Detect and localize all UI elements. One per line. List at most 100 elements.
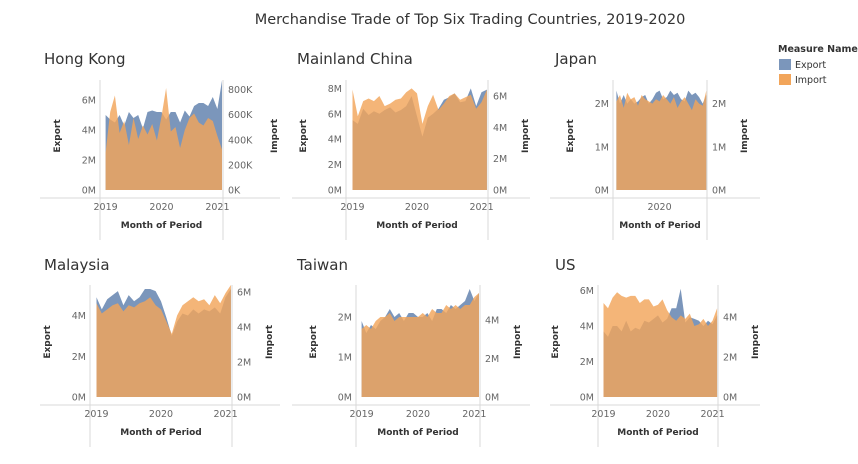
y-right-tick-label: 0M [493,186,507,197]
y-right-tick-label: 2M [712,99,726,110]
y-left-tick-label: 4M [580,322,594,333]
y-axis-right-label: Import [751,324,761,359]
y-axis-left-label: Export [299,119,309,153]
x-tick-label: 2019 [591,409,615,420]
y-left-tick-label: 6M [580,286,594,297]
x-tick-label: 2019 [93,202,117,213]
area-import-series[interactable] [352,88,487,190]
panel-title: US [555,256,576,274]
x-tick-label: 2020 [406,409,430,420]
y-axis-left-label: Export [53,119,63,153]
y-left-tick-label: 0M [580,393,594,404]
y-left-tick-label: 0M [328,186,342,197]
y-axis-left-label: Export [43,325,53,359]
y-left-tick-label: 0M [72,393,86,404]
y-left-tick-label: 6M [82,96,96,107]
y-axis-right-label: Import [265,324,275,359]
y-right-tick-label: 0M [712,186,726,197]
y-left-tick-label: 1M [338,353,352,364]
legend-label-import[interactable]: Import [795,75,827,86]
x-tick-label: 2019 [84,409,108,420]
y-left-tick-label: 0M [595,186,609,197]
panel-hong-kong: Hong Kong 0M 2M 4M 6M 0K 200K 400K 600K 800K 2019 2… [40,50,280,240]
panel-title: Taiwan [296,256,348,274]
y-axis-right-label: Import [521,118,531,153]
dashboard-title: Merchandise Trade of Top Six Trading Cou… [255,12,686,28]
panel-title: Malaysia [44,256,110,274]
x-axis-label: Month of Period [617,428,698,438]
x-axis-label: Month of Period [120,428,201,438]
y-right-tick-label: 6M [493,92,507,103]
y-axis-right-label: Import [270,118,280,153]
x-tick-label: 2020 [149,409,173,420]
y-left-tick-label: 4M [72,311,86,322]
y-left-tick-label: 1M [595,142,609,153]
y-right-tick-label: 0M [237,393,251,404]
country-panels: Hong Kong 0M 2M 4M 6M 0K 200K 400K 600K 800K 2019 2… [40,50,761,447]
y-left-tick-label: 2M [595,99,609,110]
panel-title: Hong Kong [44,50,126,68]
y-axis-left-label: Export [551,325,561,359]
x-tick-label: 2021 [205,202,229,213]
x-axis-label: Month of Period [376,221,457,231]
y-left-tick-label: 8M [328,84,342,95]
area-import-series[interactable] [603,292,718,397]
x-tick-label: 2019 [350,409,374,420]
legend: Measure Names Export Import [778,44,858,86]
panel-us: US 0M 2M 4M 6M 0M 2M 4M 2019 2020 2021 Export Import… [550,256,761,447]
area-import-series[interactable] [105,88,222,190]
legend-title: Measure Names [778,44,858,55]
y-left-tick-label: 2M [328,160,342,171]
panel-mainland-china: Mainland China 0M 2M 4M 6M 8M 0M 2M 4M 6M 2019 2020… [292,50,531,240]
x-tick-label: 2021 [213,409,237,420]
panel-title: Mainland China [297,50,413,68]
x-tick-label: 2019 [340,202,364,213]
y-axis-right-label: Import [513,324,523,359]
legend-swatch-import[interactable] [779,74,791,85]
y-right-tick-label: 4M [485,315,499,326]
x-tick-label: 2020 [149,202,173,213]
y-right-tick-label: 0K [228,186,241,197]
y-left-tick-label: 6M [328,109,342,120]
y-right-tick-label: 4M [237,323,251,334]
x-tick-label: 2020 [646,409,670,420]
x-tick-label: 2021 [462,409,486,420]
y-right-tick-label: 600K [228,110,253,121]
y-right-tick-label: 1M [712,142,726,153]
y-left-tick-label: 2M [82,156,96,167]
x-tick-label: 2020 [405,202,429,213]
y-right-tick-label: 2M [493,154,507,165]
y-left-tick-label: 4M [328,135,342,146]
x-axis-label: Month of Period [377,428,458,438]
panel-malaysia: Malaysia 0M 2M 4M 0M 2M 4M 6M 2019 2020 2021 Export… [40,256,280,447]
y-axis-right-label: Import [740,118,750,153]
panel-japan: Japan 0M 1M 2M 0M 1M 2M 2020 Export Import Month o… [550,50,760,240]
panel-taiwan: Taiwan 0M 1M 2M 0M 2M 4M 2019 2020 2021 Export Impo… [292,256,530,447]
y-axis-left-label: Export [309,325,319,359]
y-left-tick-label: 2M [72,352,86,363]
y-right-tick-label: 4M [493,123,507,134]
y-left-tick-label: 0M [338,393,352,404]
y-right-tick-label: 400K [228,135,253,146]
y-left-tick-label: 4M [82,126,96,137]
y-left-tick-label: 0M [82,186,96,197]
y-right-tick-label: 2M [723,353,737,364]
y-right-tick-label: 2M [237,358,251,369]
area-import-series[interactable] [616,90,707,190]
y-right-tick-label: 2M [485,354,499,365]
y-right-tick-label: 0M [723,393,737,404]
y-right-tick-label: 6M [237,288,251,299]
legend-swatch-export[interactable] [779,59,791,70]
panel-title: Japan [554,50,597,68]
y-left-tick-label: 2M [338,313,352,324]
y-right-tick-label: 200K [228,160,253,171]
y-axis-left-label: Export [566,119,576,153]
area-import-series[interactable] [96,285,231,397]
x-tick-label: 2020 [647,202,671,213]
area-import-series[interactable] [361,293,479,397]
x-tick-label: 2021 [469,202,493,213]
legend-label-export[interactable]: Export [795,60,826,71]
x-tick-label: 2021 [700,409,724,420]
y-right-tick-label: 0M [485,393,499,404]
